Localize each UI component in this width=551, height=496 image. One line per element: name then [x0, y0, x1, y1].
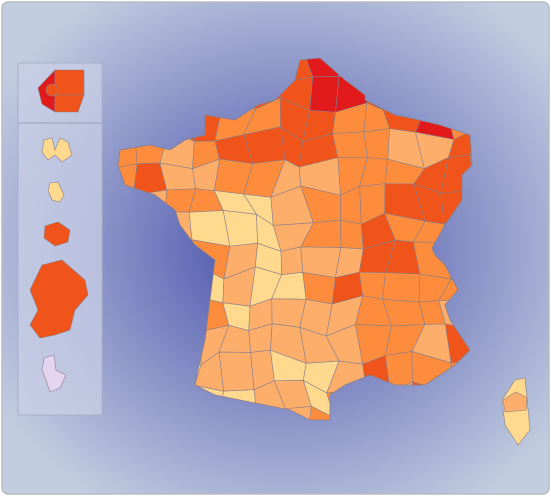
- overseas-territory: [41, 354, 67, 393]
- paris-inset: [37, 69, 85, 113]
- corsica: [502, 391, 528, 413]
- overseas-territory: [47, 181, 65, 203]
- corsica: [501, 377, 531, 446]
- department: [218, 351, 255, 392]
- department: [382, 272, 421, 303]
- department: [309, 76, 340, 113]
- department: [332, 131, 368, 159]
- department: [363, 128, 390, 160]
- department: [306, 405, 335, 420]
- department: [358, 271, 386, 300]
- overseas-territory: [29, 259, 89, 339]
- department: [340, 219, 364, 250]
- overseas-territory: [41, 137, 73, 163]
- overseas-territory: [43, 221, 71, 247]
- department: [280, 246, 304, 275]
